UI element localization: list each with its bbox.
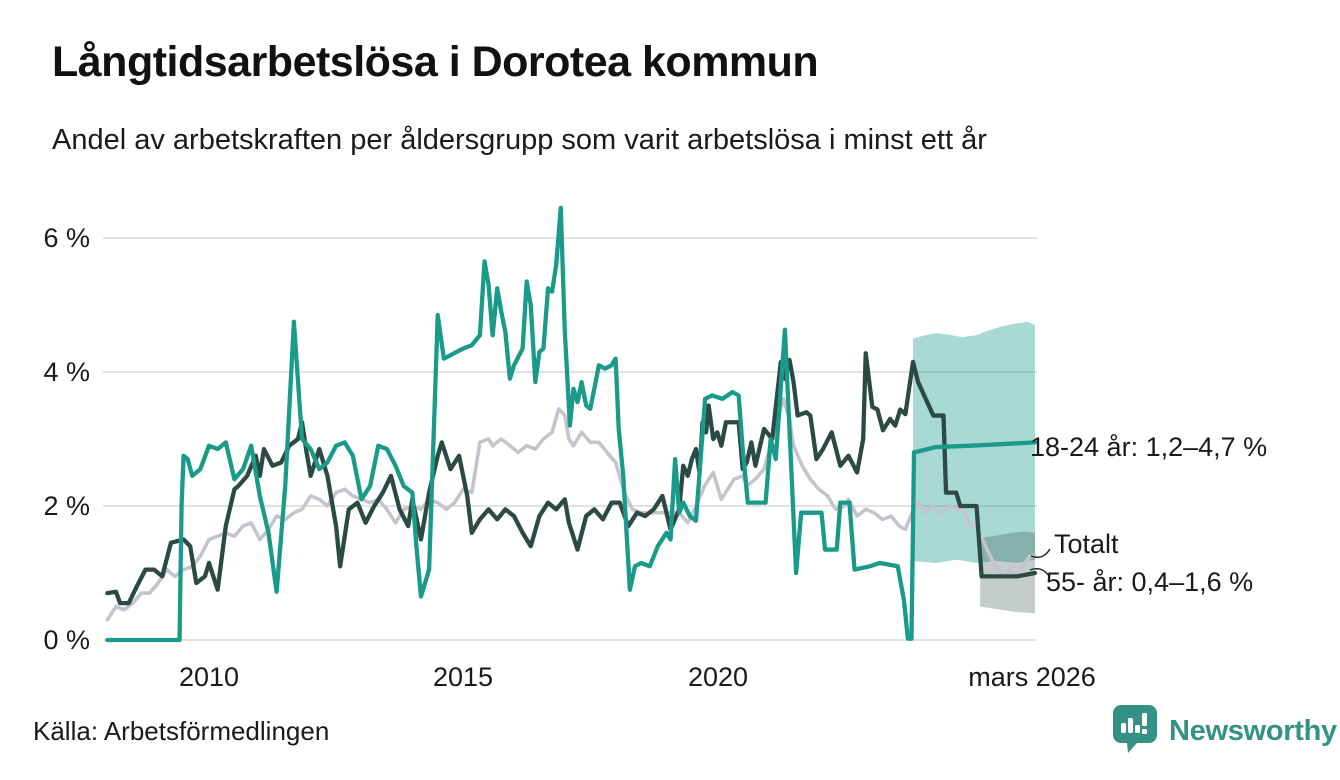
- y-axis-tick-0: 0 %: [43, 625, 90, 655]
- y-axis-tick-2: 2 %: [43, 491, 90, 521]
- page-title: Långtidsarbetslösa i Dorotea kommun: [52, 38, 819, 86]
- x-axis-tick-2020: 2020: [687, 662, 749, 692]
- chart-subtitle: Andel av arbetskraften per åldersgrupp s…: [52, 124, 987, 156]
- x-axis-tick-2015: 2015: [432, 662, 494, 692]
- y-axis-tick-6: 6 %: [43, 223, 90, 253]
- newsworthy-brand: Newsworthy: [1112, 704, 1337, 759]
- newsworthy-logo-icon: [1112, 704, 1158, 759]
- series-label-18-24: 18-24 år: 1,2–4,7 %: [1030, 432, 1268, 462]
- series-label-55: 55- år: 0,4–1,6 %: [1046, 567, 1254, 597]
- series-label-totalt: Totalt: [1054, 529, 1119, 559]
- newsworthy-wordmark: Newsworthy: [1169, 715, 1337, 747]
- y-axis-tick-4: 4 %: [43, 357, 90, 387]
- x-axis-tick-2010: 2010: [178, 662, 240, 692]
- source-credit: Källa: Arbetsförmedlingen: [33, 716, 330, 746]
- x-axis-tick-mars-2026: mars 2026: [968, 662, 1096, 692]
